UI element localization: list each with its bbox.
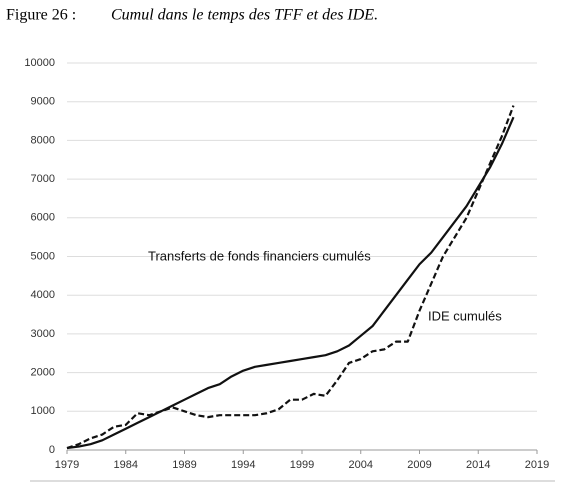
y-tick-label: 3000 (31, 328, 55, 340)
y-tick-label: 7000 (31, 173, 55, 185)
y-tick-label: 2000 (31, 367, 55, 379)
y-tick-label: 10000 (24, 57, 55, 69)
x-tick-label: 2009 (407, 459, 431, 471)
figure-label: Figure 26 : (6, 7, 76, 24)
x-tick-label: 2014 (466, 459, 490, 471)
x-tick-label: 1989 (172, 459, 196, 471)
y-tick-label: 6000 (31, 212, 55, 224)
y-tick-label: 4000 (31, 289, 55, 301)
chart-title: Cumul dans le temps des TFF et des IDE. (111, 7, 378, 24)
y-tick-label: 1000 (31, 405, 55, 417)
x-tick-label: 1999 (290, 459, 314, 471)
series-line (66, 116, 515, 450)
series-label: Transferts de fonds financiers cumulés (148, 248, 371, 263)
x-tick-label: 1979 (55, 459, 79, 471)
y-tick-label: 8000 (31, 134, 55, 146)
series-line (66, 105, 515, 450)
series-label: IDE cumulés (428, 308, 502, 323)
x-tick-label: 2019 (525, 459, 549, 471)
x-tick-label: 1994 (231, 459, 255, 471)
y-tick-label: 5000 (31, 250, 55, 262)
y-tick-label: 0 (49, 444, 55, 456)
x-tick-label: 1984 (114, 459, 138, 471)
x-tick-label: 2004 (349, 459, 373, 471)
y-tick-label: 9000 (31, 96, 55, 108)
